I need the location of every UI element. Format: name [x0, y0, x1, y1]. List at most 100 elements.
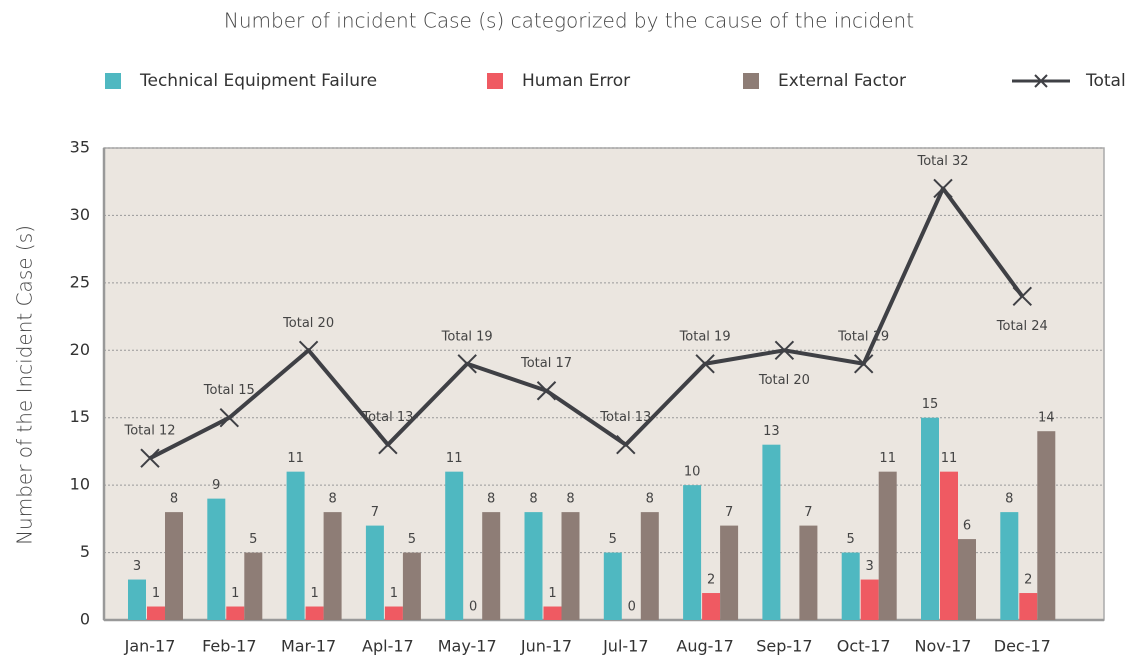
x-tick-label: Sep-17 [756, 637, 812, 656]
data-label: Total 15 [203, 383, 255, 398]
data-label: 13 [763, 424, 780, 439]
data-label: 7 [725, 505, 733, 520]
marker [616, 434, 636, 455]
marker [536, 381, 557, 401]
data-label: 8 [566, 492, 574, 507]
bar [958, 539, 976, 620]
data-label: 1 [310, 586, 318, 601]
data-label: 8 [529, 492, 537, 507]
marker [1012, 286, 1033, 307]
data-label: 2 [707, 573, 715, 588]
bar [384, 606, 403, 620]
marker [298, 340, 319, 360]
data-label: 15 [922, 397, 939, 412]
legend-label: External Factor [778, 71, 906, 91]
x-tick-label: Mar-17 [281, 637, 336, 656]
bar [683, 485, 702, 620]
bar [640, 512, 659, 620]
data-label: 8 [170, 492, 178, 507]
data-label: 5 [609, 532, 617, 547]
data-label: Total 12 [123, 424, 175, 439]
x-tick-label: Jun-17 [520, 637, 572, 656]
legend-swatch [105, 73, 121, 89]
marker [140, 448, 160, 468]
y-tick-label: 20 [70, 340, 90, 359]
bar [305, 606, 324, 620]
marker [378, 434, 398, 455]
y-tick-label: 30 [70, 205, 90, 224]
x-tick-label: Jul-17 [602, 637, 648, 656]
data-label: Total 24 [996, 319, 1048, 334]
chart-title: Number of incident Case (s) categorized … [224, 9, 914, 33]
bar [128, 579, 146, 620]
x-tick-label: May-17 [438, 637, 497, 656]
bar [524, 512, 543, 620]
data-label: 0 [628, 600, 636, 615]
bar [323, 512, 342, 620]
bar [365, 525, 384, 620]
legend-marker [1034, 74, 1048, 88]
data-label: 8 [646, 492, 654, 507]
bar [402, 552, 421, 620]
bar [1037, 431, 1056, 620]
y-tick-label: 35 [70, 138, 90, 157]
data-label: 11 [879, 451, 896, 466]
data-label: 10 [684, 465, 701, 480]
data-label: Total 20 [758, 373, 810, 388]
bar [762, 444, 781, 620]
y-tick-label: 10 [70, 475, 90, 494]
bar [226, 606, 245, 620]
y-tick-label: 0 [80, 610, 90, 629]
data-label: 8 [1005, 492, 1013, 507]
bar [1019, 593, 1038, 620]
data-label: 1 [548, 586, 556, 601]
bar [561, 512, 580, 620]
bar [445, 471, 464, 620]
data-label: Total 13 [599, 410, 651, 425]
data-label: 9 [212, 478, 220, 493]
data-label: 8 [328, 492, 336, 507]
data-label: 1 [390, 586, 398, 601]
data-label: 5 [408, 532, 416, 547]
marker [457, 354, 477, 374]
x-tick-label: Jan-17 [124, 637, 176, 656]
x-tick-label: Nov-17 [915, 637, 972, 656]
data-label: 1 [231, 586, 239, 601]
legend-swatch [487, 73, 503, 89]
y-tick-label: 15 [70, 407, 90, 426]
marker [853, 354, 874, 374]
data-label: 5 [249, 532, 257, 547]
bar [860, 579, 879, 620]
legend-label: Human Error [522, 71, 630, 91]
bar [878, 471, 897, 620]
data-label: 6 [963, 519, 971, 534]
y-tick-label: 25 [70, 272, 90, 291]
bar [841, 552, 860, 620]
data-label: Total 32 [916, 154, 968, 169]
data-label: 2 [1024, 573, 1032, 588]
bar [940, 471, 958, 620]
data-label: 14 [1038, 411, 1055, 426]
bar [165, 512, 183, 620]
x-tick-label: Feb-17 [202, 637, 256, 656]
data-label: Total 13 [361, 410, 413, 425]
data-label: Total 17 [520, 356, 572, 371]
bar [603, 552, 622, 620]
data-label: Total 19 [679, 329, 731, 344]
x-tick-label: Apl-17 [362, 637, 414, 656]
data-label: 8 [487, 492, 495, 507]
bar [1000, 512, 1019, 620]
data-label: 11 [287, 451, 304, 466]
bar [207, 498, 226, 620]
data-label: Total 19 [837, 329, 889, 344]
legend-label: Technical Equipment Failure [139, 71, 377, 91]
bar [244, 552, 263, 620]
data-label: 1 [152, 586, 160, 601]
legend-swatch [743, 73, 759, 89]
bar [147, 606, 165, 620]
y-tick-label: 5 [80, 542, 90, 561]
bar [482, 512, 501, 620]
x-tick-label: Aug-17 [676, 637, 733, 656]
data-label: Total 20 [282, 316, 334, 331]
marker [695, 354, 715, 374]
